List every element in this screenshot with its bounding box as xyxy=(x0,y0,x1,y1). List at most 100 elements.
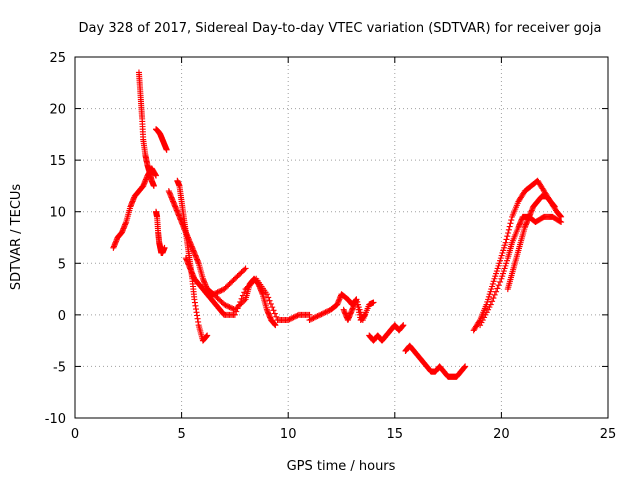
data-point xyxy=(241,266,248,273)
x-tick-label: 20 xyxy=(493,427,510,442)
data-point xyxy=(504,233,511,240)
data-point xyxy=(506,223,513,230)
data-point xyxy=(497,257,504,264)
data-point xyxy=(222,284,229,291)
data-point xyxy=(462,363,469,370)
data-point xyxy=(508,217,515,224)
data-point xyxy=(495,282,502,289)
data-points xyxy=(110,69,565,380)
data-point xyxy=(315,312,322,319)
data-point xyxy=(238,300,245,307)
data-point xyxy=(491,275,498,282)
data-point xyxy=(489,280,496,287)
data-point xyxy=(306,317,313,324)
data-point xyxy=(233,305,240,312)
data-point xyxy=(505,229,512,236)
data-point xyxy=(307,316,314,323)
data-point xyxy=(361,311,368,318)
data-point xyxy=(231,311,238,318)
data-point xyxy=(485,296,492,303)
data-point xyxy=(493,268,500,275)
data-point xyxy=(266,297,273,304)
data-point xyxy=(290,314,297,321)
data-point xyxy=(310,315,317,322)
data-point xyxy=(558,213,565,220)
chart-title: Day 328 of 2017, Sidereal Day-to-day VTE… xyxy=(79,21,602,36)
data-point xyxy=(306,311,313,318)
data-point xyxy=(230,306,237,313)
data-point xyxy=(241,297,248,304)
data-point xyxy=(500,268,507,275)
data-point xyxy=(493,270,500,277)
data-point xyxy=(497,278,504,285)
data-point xyxy=(235,271,242,278)
y-tick-label: 15 xyxy=(49,154,66,169)
data-point xyxy=(501,265,508,272)
plot-frame xyxy=(74,56,609,419)
data-point xyxy=(494,265,501,272)
y-axis-label: SDTVAR / TECUs xyxy=(9,184,24,291)
data-point xyxy=(226,280,233,287)
data-point xyxy=(487,301,494,308)
data-point xyxy=(495,262,502,269)
data-point xyxy=(210,291,217,298)
data-point xyxy=(214,289,221,296)
data-point xyxy=(163,146,170,153)
data-point xyxy=(502,239,509,246)
data-point xyxy=(222,302,229,309)
data-point xyxy=(551,203,558,210)
data-point xyxy=(400,322,407,329)
data-point xyxy=(214,295,221,302)
data-point xyxy=(558,219,565,226)
data-point xyxy=(221,301,228,308)
x-tick-label: 15 xyxy=(387,427,404,442)
data-point xyxy=(150,182,157,189)
data-point xyxy=(217,288,224,295)
data-point xyxy=(490,278,497,285)
data-point xyxy=(325,307,332,314)
data-point xyxy=(498,252,505,259)
data-point xyxy=(238,269,245,276)
data-point xyxy=(505,226,512,233)
data-point xyxy=(286,316,293,323)
data-point xyxy=(507,220,514,227)
data-point xyxy=(488,286,495,293)
data-point xyxy=(234,304,241,311)
data-point xyxy=(215,296,222,303)
data-point xyxy=(317,311,324,318)
data-point xyxy=(477,322,484,329)
data-point xyxy=(237,301,244,308)
data-point xyxy=(499,249,506,256)
data-point xyxy=(481,314,488,321)
data-point xyxy=(231,306,238,313)
x-tick-label: 5 xyxy=(177,427,185,442)
data-point xyxy=(225,282,232,289)
data-point xyxy=(487,288,494,295)
x-tick-label: 0 xyxy=(71,427,79,442)
data-point xyxy=(491,291,498,298)
data-point xyxy=(285,317,292,324)
data-point xyxy=(239,298,246,305)
data-point xyxy=(501,242,508,249)
data-point xyxy=(218,298,225,305)
data-point xyxy=(233,274,240,281)
data-point xyxy=(217,297,224,304)
data-point xyxy=(484,298,491,305)
data-point xyxy=(322,309,329,316)
data-point xyxy=(370,299,377,306)
x-tick-label: 10 xyxy=(280,427,297,442)
data-point xyxy=(223,283,230,290)
data-point xyxy=(492,273,499,280)
data-point xyxy=(489,283,496,290)
data-point xyxy=(293,313,300,320)
data-point xyxy=(294,312,301,319)
y-tick-label: -5 xyxy=(53,360,66,375)
x-axis-label: GPS time / hours xyxy=(287,459,396,474)
data-point xyxy=(498,275,505,282)
data-point xyxy=(486,304,493,311)
data-point xyxy=(503,260,510,267)
data-point xyxy=(211,292,218,299)
data-point xyxy=(235,302,242,309)
data-point xyxy=(291,313,298,320)
